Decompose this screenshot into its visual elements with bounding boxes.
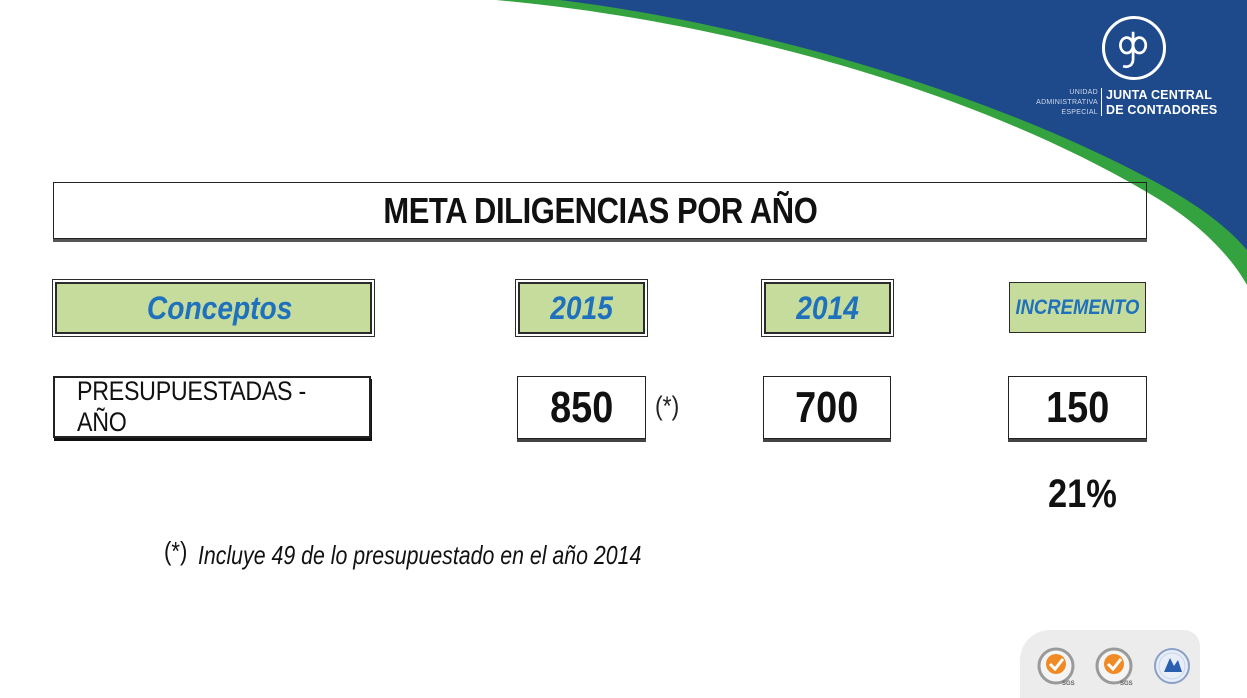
header-increment: INCREMENTO (1009, 282, 1146, 333)
footnote-mark: (*) (164, 536, 188, 566)
sgs-certification-icon (1094, 646, 1134, 686)
header-year-2014-text: 2014 (796, 289, 859, 326)
footnote: (*) Incluye 49 de lo presupuestado en el… (162, 536, 739, 571)
value-increment-text: 150 (1045, 382, 1110, 432)
header-year-2014: 2014 (761, 279, 894, 337)
value-2015-text: 850 (549, 382, 614, 432)
increment-percent: 21% (1048, 472, 1117, 516)
logo-unit-line: UNIDAD (1069, 89, 1098, 96)
table-title-text: META DILIGENCIAS POR AÑO (382, 189, 818, 231)
row-label: PRESUPUESTADAS - AÑO (53, 376, 371, 438)
logo-name-line: DE CONTADORES (1106, 102, 1218, 117)
header-concepts-text: Conceptos (146, 289, 293, 326)
jcc-monogram-icon (1102, 16, 1166, 80)
header-increment-text: INCREMENTO (1015, 295, 1140, 319)
value-2014: 700 (763, 376, 891, 439)
logo-name: JUNTA CENTRAL DE CONTADORES (1106, 88, 1217, 117)
sgs-certification-icon (1036, 646, 1076, 686)
logo-name-line: JUNTA CENTRAL (1106, 88, 1213, 102)
table-title: META DILIGENCIAS POR AÑO (53, 182, 1147, 239)
value-2014-text: 700 (795, 382, 859, 432)
footnote-text: Incluye 49 de lo presupuestado en el año… (197, 540, 642, 570)
sgs-label: SGS (1062, 681, 1075, 687)
logo-unit-line: ESPECIAL (1061, 109, 1098, 116)
row-label-text: PRESUPUESTADAS - AÑO (76, 376, 306, 437)
logo-unit-line: ADMINISTRATIVA (1036, 99, 1098, 106)
sgs-label: SGS (1120, 681, 1133, 687)
header-year-2015-text: 2015 (550, 289, 613, 326)
government-seal-icon (1152, 646, 1192, 686)
header-concepts: Conceptos (52, 279, 375, 337)
value-increment: 150 (1008, 376, 1147, 439)
note-marker: (*) (655, 391, 680, 421)
logo-divider (1101, 88, 1102, 116)
logo-unit-text: UNIDAD ADMINISTRATIVA ESPECIAL (1020, 88, 1098, 118)
header-year-2015: 2015 (515, 279, 648, 337)
value-2015: 850 (517, 376, 646, 439)
